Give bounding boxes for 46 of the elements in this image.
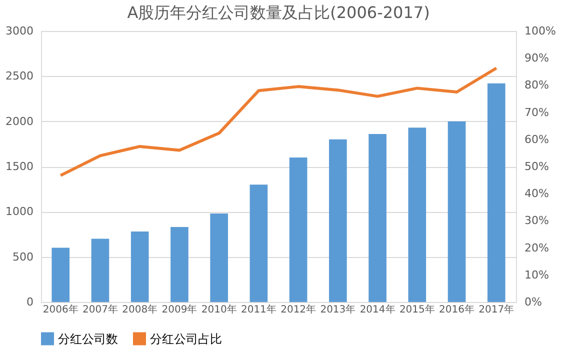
- bar: [408, 128, 426, 302]
- x-tick-label: 2010年: [201, 304, 237, 316]
- y2-tick-label: 80%: [524, 78, 549, 92]
- bar: [52, 248, 70, 302]
- bar: [487, 83, 506, 302]
- x-tick-label: 2011年: [240, 304, 276, 316]
- line-series: [59, 66, 498, 177]
- y2-tick-label: 0%: [524, 296, 542, 308]
- bar: [448, 121, 466, 302]
- bar: [329, 139, 347, 302]
- bar: [368, 134, 386, 302]
- y-tick-label: 1000: [6, 205, 34, 218]
- y2-tick-label: 10%: [524, 268, 549, 282]
- x-tick-label: 2007年: [82, 304, 118, 316]
- y2-tick-label: 100%: [524, 24, 556, 38]
- bar: [250, 184, 268, 302]
- bar: [210, 213, 228, 302]
- y2-tick-label: 70%: [524, 106, 549, 119]
- y-tick-label: 3000: [6, 24, 34, 38]
- x-tick-label: 2008年: [122, 304, 158, 316]
- y2-tick-label: 90%: [524, 52, 549, 65]
- bar: [130, 232, 149, 302]
- x-tick-label: 2015年: [399, 304, 435, 316]
- y-tick-label: 0: [26, 296, 34, 308]
- chart-title: A股历年分红公司数量及占比(2006-2017): [127, 3, 430, 22]
- x-tick-label: 2013年: [320, 304, 356, 316]
- x-tick-label: 2012年: [280, 304, 316, 316]
- y-tick-label: 2500: [6, 70, 34, 83]
- y-tick-label: 500: [12, 250, 34, 264]
- bar: [170, 227, 188, 302]
- bar: [91, 238, 110, 302]
- x-tick-label: 2017年: [478, 304, 514, 316]
- x-tick-label: 2006年: [42, 304, 78, 316]
- x-tick-label: 2014年: [360, 304, 396, 316]
- legend-label: 分红公司数: [58, 332, 118, 346]
- y2-tick-label: 20%: [524, 241, 549, 254]
- x-tick-label: 2009年: [162, 304, 198, 316]
- y2-tick-label: 40%: [524, 187, 549, 200]
- y2-tick-label: 30%: [524, 214, 549, 228]
- legend-label: 分红公司占比: [150, 332, 222, 346]
- x-tick-label: 2016年: [439, 304, 474, 316]
- y2-tick-label: 60%: [524, 132, 549, 146]
- y2-tick-label: 50%: [524, 160, 549, 173]
- y-tick-label: 2000: [6, 114, 34, 128]
- bar: [289, 157, 308, 302]
- y-tick-label: 1500: [6, 160, 34, 173]
